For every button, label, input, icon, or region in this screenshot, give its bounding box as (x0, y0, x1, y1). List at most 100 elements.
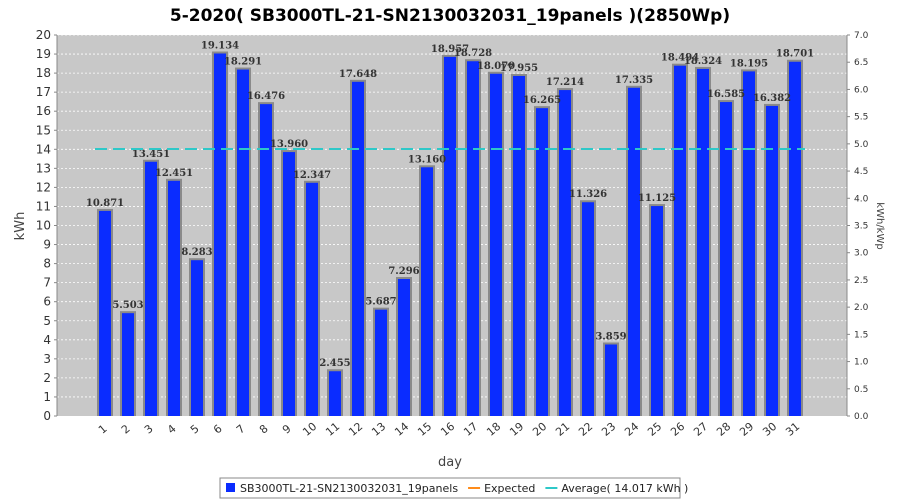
x-tick-label: 1 (96, 422, 110, 436)
x-axis-label: day (438, 455, 462, 470)
x-tick-label: 4 (165, 422, 179, 436)
y-tick-label: 15 (36, 123, 51, 137)
x-tick-label: 8 (257, 422, 271, 436)
data-label: 17.955 (500, 63, 538, 74)
bar (513, 75, 525, 417)
bar (536, 108, 548, 417)
y2-tick-label: 2.5 (854, 276, 868, 286)
data-label: 16.382 (753, 93, 791, 104)
bar (260, 104, 272, 416)
x-tick-label: 16 (438, 420, 457, 439)
y-tick-label: 10 (36, 219, 51, 233)
legend-frame (219, 477, 681, 499)
x-tick-label: 2 (119, 422, 133, 436)
legend: SB3000TL-21-SN2130032031_19panels Expecte… (219, 477, 688, 499)
bars-group (97, 51, 803, 417)
y-tick-label: 8 (43, 257, 51, 271)
y2-axis-label: kWh/kWp (874, 202, 885, 249)
data-label: 13.451 (132, 149, 170, 160)
bar (490, 73, 502, 416)
x-tick-label: 23 (599, 420, 618, 439)
y-tick-label: 19 (36, 47, 51, 61)
y-tick-label: 3 (43, 352, 51, 366)
bar (329, 371, 341, 416)
y2-tick-label: 1.5 (854, 330, 868, 340)
data-label: 16.585 (707, 89, 745, 100)
bar (168, 180, 180, 416)
data-label: 18.195 (730, 58, 768, 69)
bar (605, 344, 617, 416)
y2-tick-label: 4.0 (854, 194, 869, 204)
y-tick-label: 18 (36, 66, 51, 80)
bar (651, 206, 663, 416)
y2-tick-label: 4.5 (854, 167, 868, 177)
x-axis-ticks: 1 2 3 4 5 6 7 8 9 10 11 12 13 14 15 16 17 18 19 20 21 22 23 24 2… (96, 420, 802, 439)
y-tick-label: 2 (43, 371, 51, 385)
data-label: 18.324 (684, 56, 722, 67)
y-tick-label: 17 (36, 85, 51, 99)
bar (352, 81, 364, 416)
bar (743, 71, 755, 416)
data-label: 11.326 (569, 189, 607, 200)
x-tick-label: 25 (645, 420, 664, 439)
x-tick-label: 19 (507, 420, 526, 439)
y2-tick-label: 7.0 (854, 31, 869, 41)
value-labels-group: 10.871 5.503 13.451 12.451 8.283 19.134 18.291… (86, 40, 814, 369)
data-label: 12.451 (155, 168, 193, 179)
bar (720, 102, 732, 416)
legend-swatch (226, 483, 235, 492)
y2-tick-label: 6.5 (854, 58, 868, 68)
x-tick-label: 17 (461, 420, 480, 439)
data-label: 18.728 (454, 48, 492, 59)
x-tick-label: 18 (484, 420, 503, 439)
y-tick-label: 0 (43, 409, 51, 423)
x-tick-label: 6 (211, 422, 225, 436)
y-tick-label: 12 (36, 180, 51, 194)
y-tick-label: 13 (36, 161, 51, 175)
bar (628, 87, 640, 416)
x-tick-label: 21 (553, 420, 572, 439)
x-tick-label: 7 (234, 422, 248, 436)
data-label: 17.214 (546, 77, 584, 88)
x-tick-label: 24 (622, 420, 641, 439)
data-label: 18.494 (661, 53, 699, 64)
data-label: 7.296 (388, 266, 419, 277)
bar (582, 202, 594, 416)
data-label: 17.335 (615, 75, 653, 86)
y-tick-label: 14 (36, 142, 51, 156)
data-label: 10.871 (86, 198, 124, 209)
bar (237, 69, 249, 416)
bar (122, 313, 134, 416)
data-label: 18.070 (477, 61, 515, 72)
data-label: 19.134 (201, 40, 239, 51)
bar (674, 65, 686, 416)
y2-tick-label: 0.5 (854, 385, 868, 395)
data-label: 18.291 (224, 57, 262, 68)
data-label: 16.265 (523, 95, 561, 106)
data-label: 17.648 (339, 69, 377, 80)
y-tick-label: 9 (43, 238, 51, 252)
bar (375, 309, 387, 416)
chart-title: 5-2020( SB3000TL-21-SN2130032031_19panel… (170, 6, 730, 26)
bar (145, 161, 157, 416)
x-tick-label: 27 (691, 420, 710, 439)
data-label: 11.125 (638, 193, 676, 204)
x-tick-label: 13 (369, 420, 388, 439)
bar (398, 279, 410, 416)
x-tick-label: 28 (714, 420, 733, 439)
y-tick-label: 1 (43, 390, 51, 404)
bar (99, 210, 111, 416)
bar (306, 182, 318, 416)
x-tick-label: 9 (280, 422, 294, 436)
y2-tick-label: 0.0 (854, 412, 869, 422)
legend-label: Average( 14.017 kWh ) (561, 482, 688, 495)
y-tick-label: 7 (43, 276, 51, 290)
y2-axis-ticks: 0.0 0.5 1.0 1.5 2.0 2.5 3.0 3.5 4.0 4.5 5.0 5.5 6.0 6… (846, 31, 869, 422)
x-tick-label: 3 (142, 422, 156, 436)
y-tick-label: 5 (43, 314, 51, 328)
x-tick-label: 15 (415, 420, 434, 439)
bar (789, 61, 801, 417)
legend-label: Expected (484, 482, 535, 495)
